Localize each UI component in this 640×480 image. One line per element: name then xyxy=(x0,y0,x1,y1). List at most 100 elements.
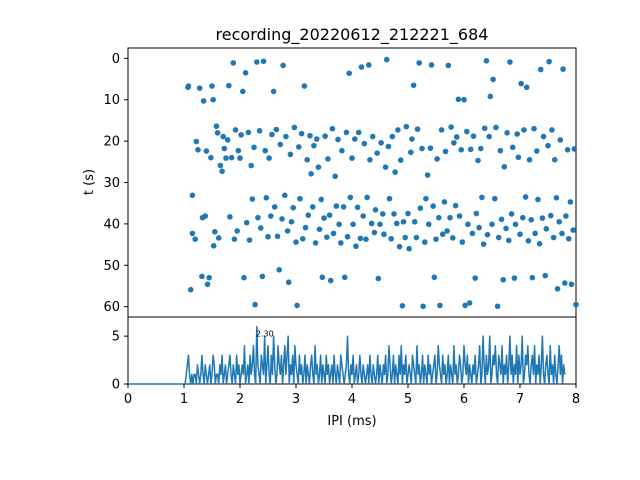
raster-point xyxy=(559,230,565,237)
raster-point xyxy=(478,145,484,152)
raster-point xyxy=(350,221,356,228)
raster-point xyxy=(434,156,440,162)
raster-point xyxy=(223,155,229,161)
raster-point xyxy=(470,133,477,139)
raster-point xyxy=(340,204,347,210)
raster-point xyxy=(202,213,209,219)
raster-point xyxy=(346,70,353,77)
raster-point xyxy=(220,133,226,140)
raster-point xyxy=(489,221,495,228)
raster-point xyxy=(319,274,326,281)
raster-point xyxy=(495,234,502,241)
raster-point xyxy=(458,147,465,153)
raster-point xyxy=(187,286,194,293)
raster-point xyxy=(248,162,254,169)
raster-point xyxy=(456,213,463,219)
raster-point xyxy=(217,162,224,169)
raster-point xyxy=(504,130,510,136)
raster-point xyxy=(428,62,435,68)
raster-point xyxy=(447,214,453,221)
raster-point xyxy=(557,137,564,143)
raster-point xyxy=(571,146,578,152)
raster-point xyxy=(408,149,414,156)
raster-point xyxy=(399,303,406,309)
raster-point xyxy=(573,301,579,308)
raster-point xyxy=(414,126,421,132)
raster-point xyxy=(255,214,261,221)
raster-point xyxy=(420,303,426,310)
raster-point xyxy=(536,240,543,247)
raster-point xyxy=(465,221,471,228)
raster-point xyxy=(509,144,516,151)
raster-point xyxy=(534,148,540,154)
raster-point xyxy=(349,155,355,161)
raster-point xyxy=(508,211,515,217)
raster-point xyxy=(193,138,200,145)
raster-panel: 0 10 20 30 40 50 60 t (s) xyxy=(82,47,579,318)
raster-point xyxy=(213,123,220,130)
raster-point xyxy=(448,124,454,130)
histogram-line xyxy=(128,325,566,385)
raster-point xyxy=(416,60,423,66)
raster-point xyxy=(453,134,460,140)
raster-point xyxy=(231,236,238,242)
raster-point xyxy=(553,195,560,201)
raster-point xyxy=(332,173,339,180)
raster-point xyxy=(302,224,309,231)
raster-point xyxy=(242,70,249,76)
raster-point xyxy=(313,136,320,142)
raster-point xyxy=(436,214,442,221)
raster-point xyxy=(462,302,468,309)
raster-point xyxy=(274,233,281,240)
raster-point xyxy=(329,125,336,132)
raster-point xyxy=(339,147,345,154)
raster-y-tick-label: 20 xyxy=(103,135,120,150)
raster-point xyxy=(369,133,376,140)
raster-point xyxy=(439,231,446,238)
raster-point xyxy=(417,205,424,211)
raster-point xyxy=(396,243,403,250)
raster-point xyxy=(400,219,407,225)
raster-point xyxy=(237,155,243,161)
histogram-x-tick-label: 3 xyxy=(292,392,300,407)
raster-point xyxy=(298,130,305,137)
raster-point xyxy=(381,231,387,238)
raster-point xyxy=(445,62,452,69)
raster-point xyxy=(395,127,401,133)
raster-point xyxy=(492,195,498,202)
raster-point xyxy=(227,214,233,220)
raster-point xyxy=(444,228,451,234)
raster-point xyxy=(293,239,299,245)
raster-point xyxy=(511,275,518,281)
raster-y-tick-label: 30 xyxy=(103,176,120,191)
raster-point xyxy=(195,147,201,153)
raster-point xyxy=(366,62,372,68)
histogram-x-tick-label: 4 xyxy=(348,392,356,407)
raster-point xyxy=(377,221,383,228)
raster-point xyxy=(196,85,203,91)
raster-point xyxy=(556,219,562,225)
raster-point xyxy=(419,145,425,152)
raster-point xyxy=(354,204,361,211)
raster-point xyxy=(285,279,292,286)
raster-point xyxy=(565,235,572,242)
raster-point xyxy=(521,127,527,133)
raster-point xyxy=(221,145,228,152)
raster-point xyxy=(546,58,552,65)
raster-point xyxy=(402,234,409,241)
raster-point xyxy=(413,234,420,241)
raster-point xyxy=(232,127,239,133)
raster-point xyxy=(322,133,328,139)
raster-point xyxy=(260,58,267,65)
raster-point xyxy=(245,129,252,136)
raster-point xyxy=(451,139,457,146)
raster-point xyxy=(386,195,393,202)
raster-point xyxy=(410,82,417,89)
raster-point xyxy=(540,133,547,140)
raster-point xyxy=(466,300,473,306)
raster-point xyxy=(335,136,341,143)
raster-point xyxy=(238,132,244,138)
raster-point xyxy=(368,220,375,227)
raster-point xyxy=(311,142,317,149)
raster-point xyxy=(464,128,470,135)
